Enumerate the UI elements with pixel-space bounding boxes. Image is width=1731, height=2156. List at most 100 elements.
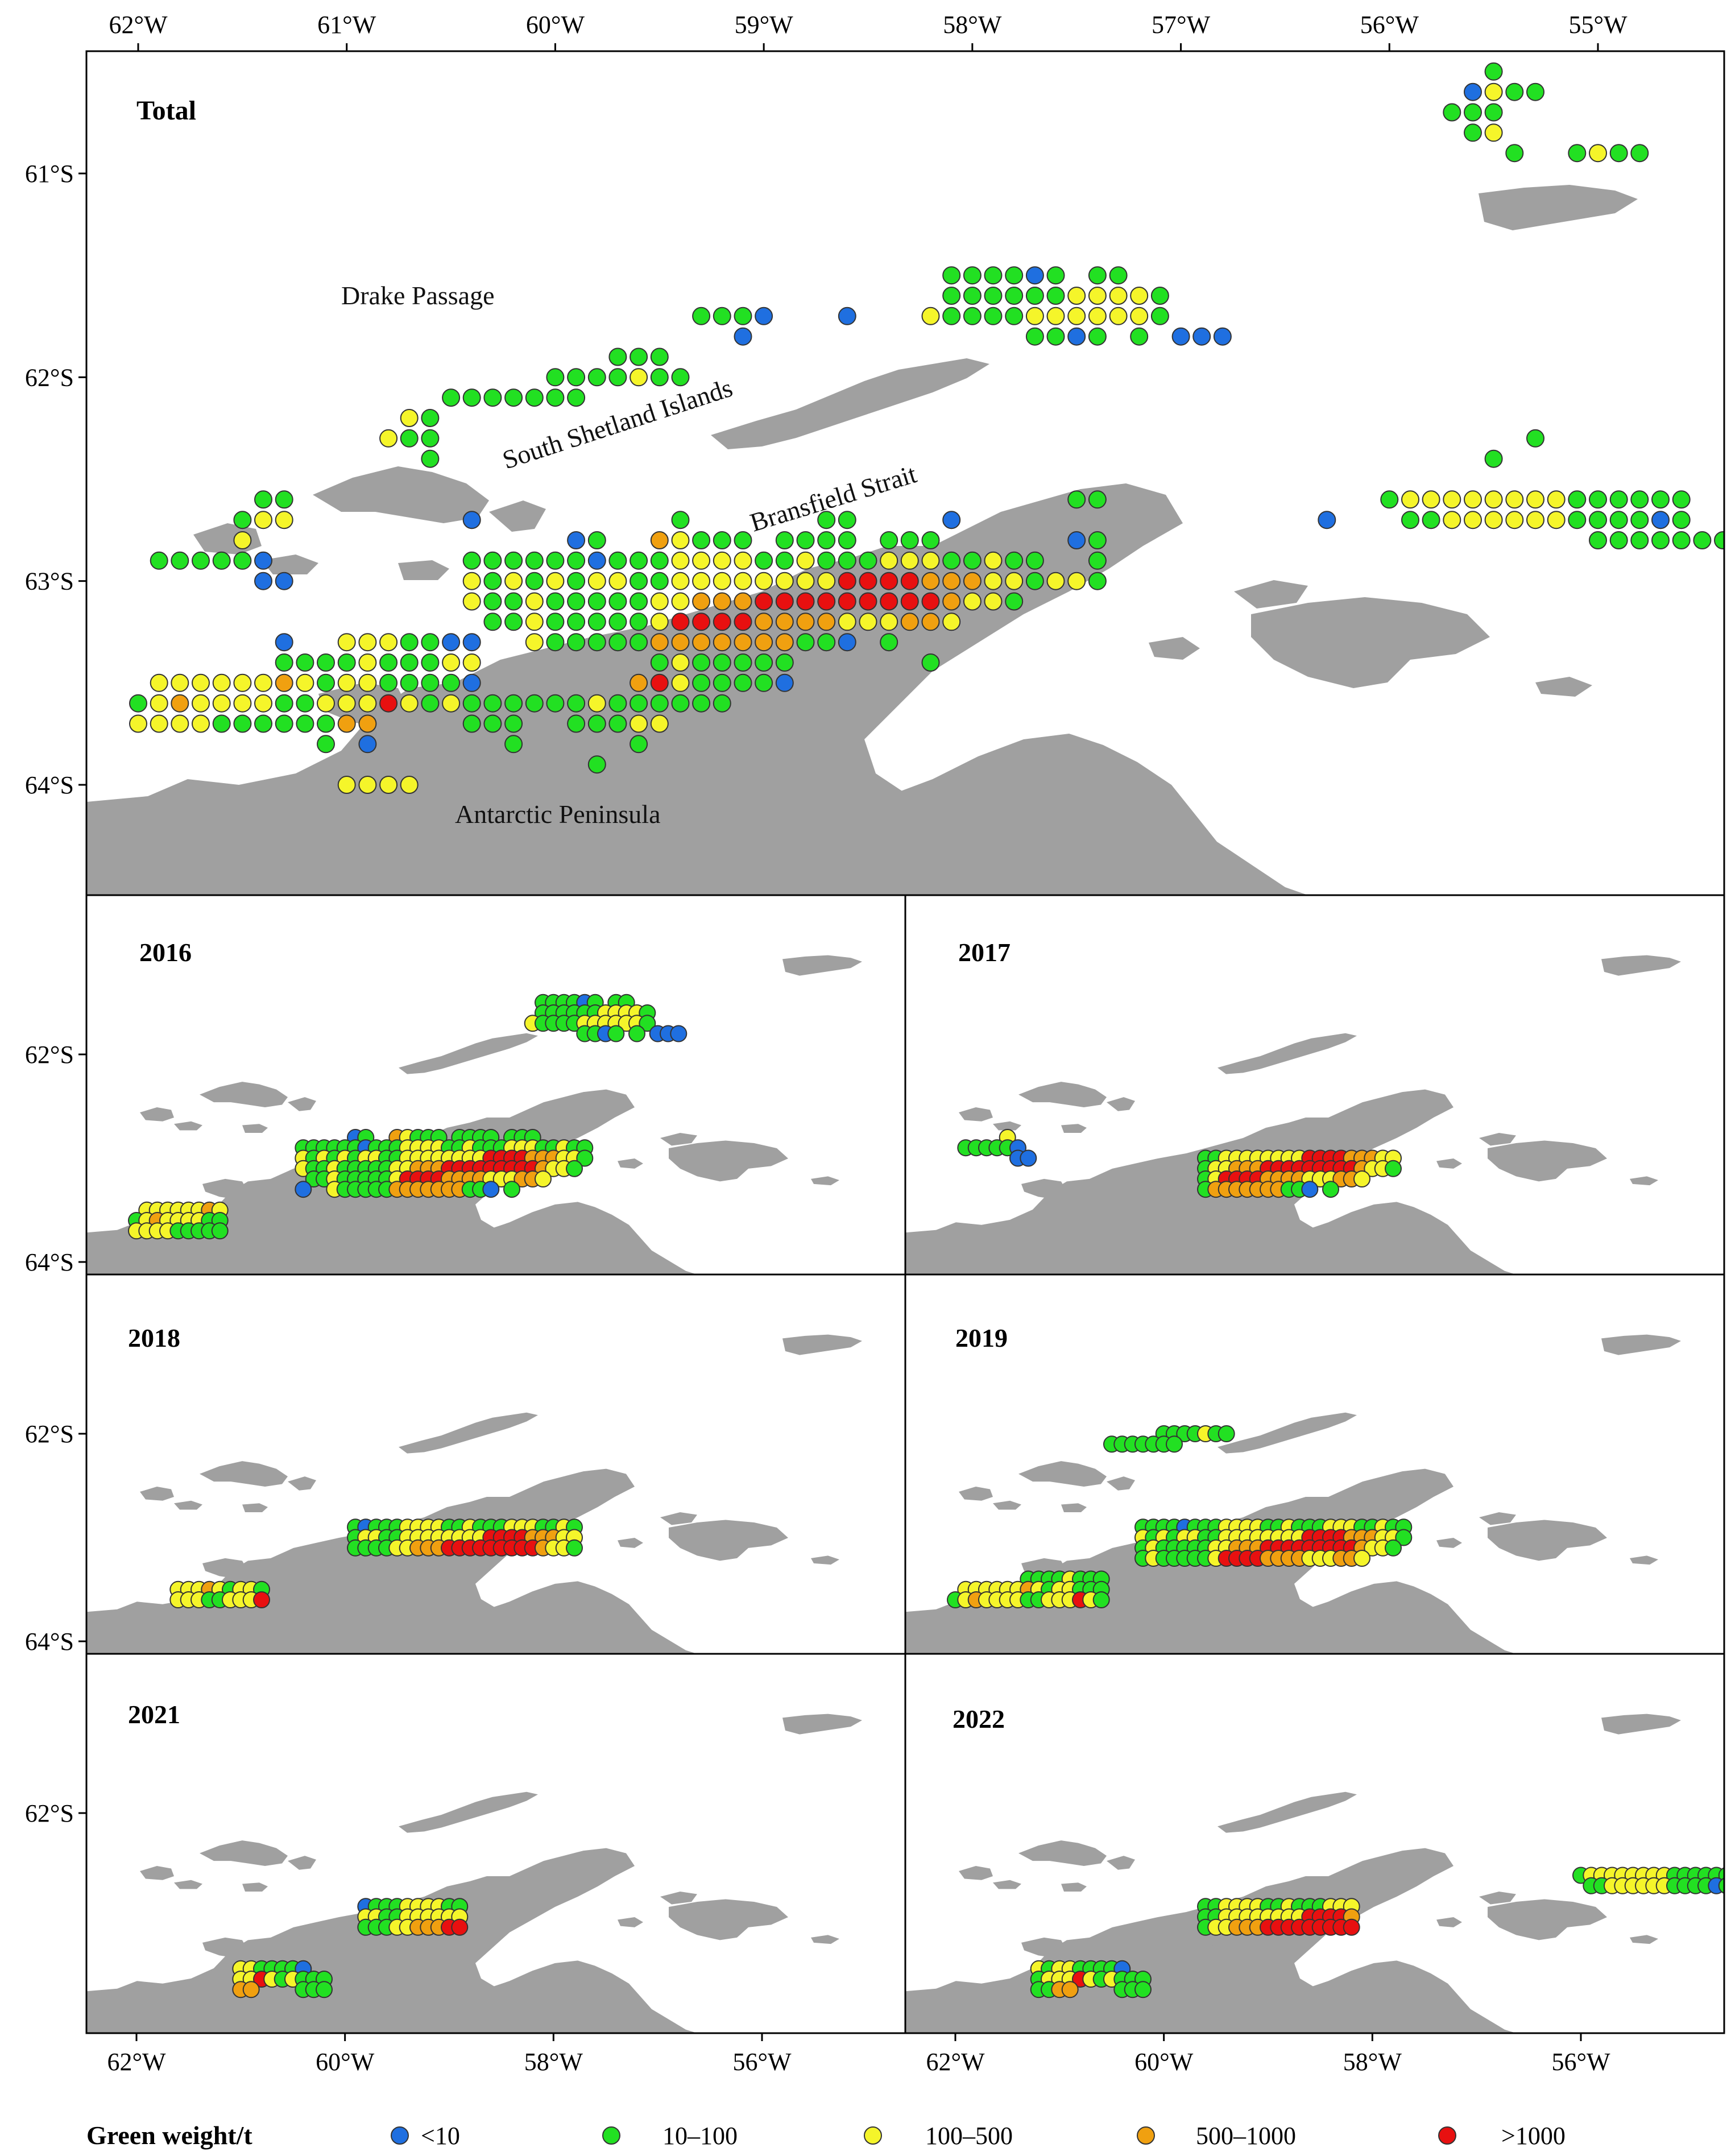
data-point: [984, 287, 1003, 305]
data-point: [483, 694, 502, 713]
data-point: [775, 531, 794, 549]
data-point: [650, 368, 669, 387]
land-shape: [1234, 580, 1308, 609]
land-shape: [782, 1334, 862, 1355]
land-shape: [489, 500, 546, 532]
data-point: [587, 592, 606, 611]
land-shape: [1479, 1132, 1516, 1146]
land-shape: [1436, 1158, 1462, 1169]
data-point: [233, 714, 252, 733]
data-point: [630, 347, 648, 366]
data-point: [692, 592, 711, 611]
data-point: [546, 694, 565, 713]
land-shape: [1118, 1185, 1144, 1196]
data-point: [483, 572, 502, 590]
data-point: [212, 714, 231, 733]
data-point: [942, 266, 961, 285]
data-point: [1589, 490, 1607, 509]
land-shape: [669, 1899, 788, 1940]
data-point: [587, 551, 606, 570]
data-point: [337, 633, 356, 652]
data-point: [796, 531, 815, 549]
data-point: [1109, 266, 1128, 285]
data-point: [650, 714, 669, 733]
legend-swatch-10-100: [602, 2126, 620, 2145]
data-point: [1651, 531, 1670, 549]
land-2021: [86, 1714, 862, 2033]
data-point: [630, 714, 648, 733]
data-point: [171, 694, 189, 713]
data-point: [713, 531, 731, 549]
data-point: [608, 572, 627, 590]
data-point: [1109, 307, 1128, 325]
land-shape: [1601, 955, 1681, 976]
data-point: [358, 673, 377, 692]
data-point: [838, 511, 856, 529]
data-point: [358, 633, 377, 652]
top-lon-label: 57°W: [1152, 11, 1211, 39]
data-point: [671, 633, 690, 652]
legend-item-gt1000: >1000: [1438, 2122, 1566, 2150]
data-point: [921, 572, 940, 590]
legend-swatch-gt1000: [1438, 2126, 1456, 2145]
data-point: [859, 572, 877, 590]
bottom-lon-label: 56°W: [1551, 2048, 1610, 2076]
data-point: [442, 653, 461, 672]
data-point: [1005, 287, 1024, 305]
data-point: [1150, 307, 1169, 325]
data-point: [963, 287, 982, 305]
land-shape: [1601, 1714, 1681, 1735]
data-point: [275, 490, 293, 509]
data-point: [567, 714, 586, 733]
data-point: [379, 776, 398, 794]
data-point: [650, 673, 669, 692]
bottom-lon-label: 62°W: [107, 2048, 166, 2076]
data-point: [504, 613, 523, 631]
legend-label-lt10: <10: [421, 2122, 460, 2150]
data-point: [1526, 490, 1544, 509]
data-point: [671, 572, 690, 590]
data-point: [639, 1015, 656, 1032]
land-shape: [1107, 1856, 1135, 1870]
data-point: [546, 388, 565, 407]
data-point: [1385, 1539, 1402, 1557]
data-point: [525, 592, 544, 611]
land-shape: [487, 1581, 697, 1654]
data-point: [296, 653, 314, 672]
data-point: [671, 511, 690, 529]
data-point: [358, 776, 377, 794]
data-point: [650, 551, 669, 570]
land-shape: [887, 734, 1308, 895]
data-point: [525, 613, 544, 631]
land-shape: [782, 1714, 862, 1735]
data-point: [192, 673, 210, 692]
data-point: [254, 572, 272, 590]
land-shape: [1306, 1202, 1516, 1274]
data-point: [211, 1222, 229, 1240]
land-shape: [1630, 1176, 1658, 1186]
data-point: [296, 714, 314, 733]
data-point: [630, 572, 648, 590]
data-point: [1464, 490, 1482, 509]
land-shape: [1436, 1537, 1462, 1548]
data-point: [421, 653, 440, 672]
data-point: [567, 551, 586, 570]
data-point: [755, 592, 773, 611]
data-point: [1150, 287, 1169, 305]
data-point: [1464, 103, 1482, 122]
data-point: [546, 368, 565, 387]
data-point: [483, 714, 502, 733]
top-lon-label: 55°W: [1568, 11, 1628, 39]
data-point: [775, 572, 794, 590]
data-point: [734, 592, 752, 611]
data-point: [358, 694, 377, 713]
data-point: [817, 572, 836, 590]
land-shape: [140, 1487, 174, 1501]
land-shape: [86, 808, 136, 836]
data-point: [1484, 449, 1503, 468]
data-point: [734, 572, 752, 590]
data-point: [713, 633, 731, 652]
data-point: [692, 673, 711, 692]
data-point: [775, 673, 794, 692]
data-point: [587, 755, 606, 774]
